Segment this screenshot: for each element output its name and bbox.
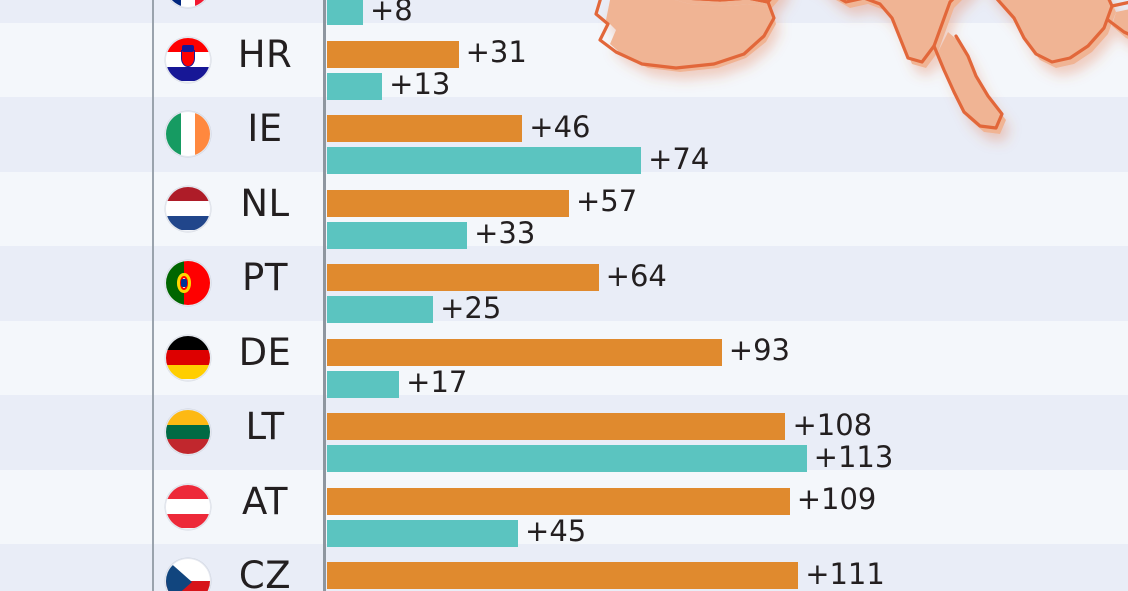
orange-bar[interactable] xyxy=(327,115,523,142)
flag-icon-nl xyxy=(165,185,211,232)
teal-bar-value-label: +45 xyxy=(525,514,587,548)
country-code-label: AT xyxy=(241,479,289,523)
chart-row[interactable]: PT +64 +25 xyxy=(0,246,1128,325)
orange-bar-value-label: +109 xyxy=(796,482,877,516)
teal-bar[interactable] xyxy=(327,221,468,249)
teal-bar[interactable] xyxy=(327,0,363,25)
flag-icon-ie xyxy=(165,111,211,157)
teal-bar[interactable] xyxy=(327,72,383,100)
teal-bar-value-label: +25 xyxy=(440,290,502,325)
country-code-label: IE xyxy=(247,107,283,150)
flag-icon-lt xyxy=(165,409,211,455)
teal-bar-value-label: +33 xyxy=(474,216,536,250)
country-code-label: FR xyxy=(205,0,325,1)
teal-bar[interactable] xyxy=(327,370,400,398)
orange-bar-value-label: +46 xyxy=(529,109,591,144)
teal-bar-value-label: +8 xyxy=(370,0,413,27)
orange-bar-value-label: +111 xyxy=(805,556,885,591)
orange-bar-value-label: +108 xyxy=(792,407,873,442)
orange-bar[interactable] xyxy=(327,338,722,366)
country-code-label: CZ xyxy=(238,554,292,591)
teal-bar-value-label: +13 xyxy=(389,67,451,101)
country-code-label: HR xyxy=(237,32,293,76)
teal-bar[interactable] xyxy=(327,519,519,547)
chart-row[interactable]: FR +8 xyxy=(0,0,1128,27)
chart-row[interactable]: NL +57 +33 xyxy=(0,172,1128,250)
country-code-label: PT xyxy=(242,256,288,299)
teal-bar[interactable] xyxy=(327,147,642,174)
orange-bar-value-label: +31 xyxy=(465,35,527,69)
chart-row[interactable]: LT +108 +113 xyxy=(0,395,1128,474)
orange-bar[interactable] xyxy=(327,40,459,68)
country-code-label: NL xyxy=(240,181,290,225)
orange-bar[interactable] xyxy=(327,487,790,515)
teal-bar[interactable] xyxy=(327,445,807,472)
chart-row[interactable]: CZ +111 xyxy=(0,544,1128,591)
flag-icon-cz xyxy=(165,558,211,591)
chart-row[interactable]: DE +93 +17 xyxy=(0,321,1128,399)
value-axis-line xyxy=(323,0,326,591)
country-code-label: DE xyxy=(238,330,292,374)
teal-bar-value-label: +113 xyxy=(813,439,894,474)
chart-row[interactable]: IE +46 +74 xyxy=(0,97,1128,176)
orange-bar-value-label: +57 xyxy=(575,184,638,218)
teal-bar[interactable] xyxy=(327,296,434,323)
orange-bar[interactable] xyxy=(327,189,569,217)
flag-icon-fr xyxy=(165,0,211,8)
chart-row[interactable]: AT +109 +45 xyxy=(0,470,1128,548)
country-code-label: LT xyxy=(245,405,285,448)
flag-icon-pt xyxy=(165,260,211,306)
teal-bar-value-label: +74 xyxy=(648,141,710,176)
chart-row[interactable]: HR +31 +13 xyxy=(0,23,1128,101)
flag-icon-hr xyxy=(165,36,211,83)
orange-bar[interactable] xyxy=(327,562,799,589)
orange-bar-value-label: +93 xyxy=(728,333,790,367)
label-column-divider xyxy=(152,0,154,591)
teal-bar-value-label: +17 xyxy=(406,365,468,399)
orange-bar[interactable] xyxy=(327,264,599,291)
orange-bar-value-label: +64 xyxy=(605,258,667,293)
flag-icon-de xyxy=(165,334,211,381)
flag-icon-at xyxy=(165,483,211,530)
orange-bar[interactable] xyxy=(327,413,786,440)
